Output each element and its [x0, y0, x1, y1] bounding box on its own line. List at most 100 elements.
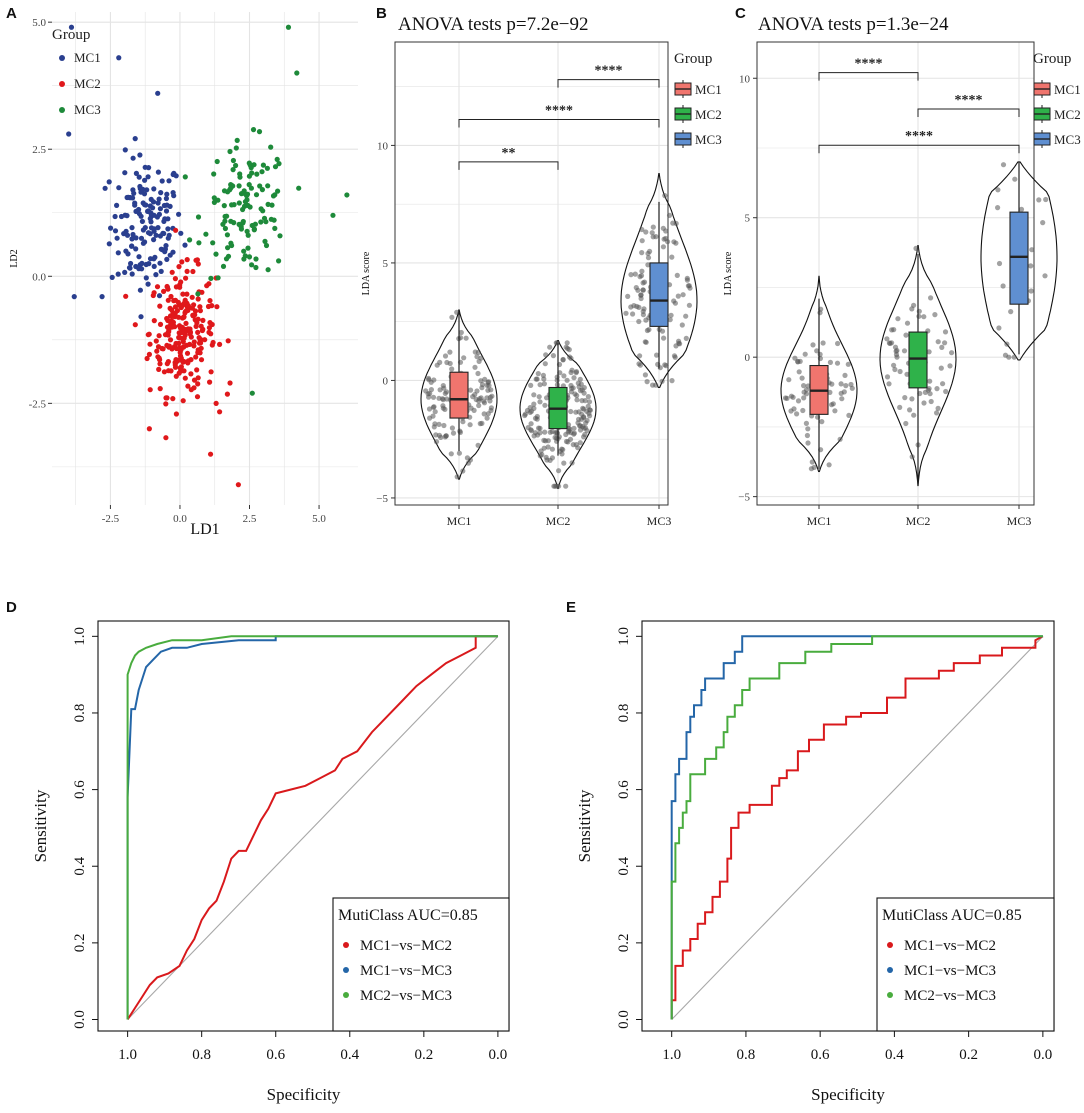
- point-mc3: [253, 264, 259, 271]
- jitter-point: [803, 420, 810, 426]
- point-mc3: [253, 192, 260, 198]
- point-mc2: [147, 387, 153, 393]
- y-tick-label: 0: [745, 352, 751, 364]
- point-mc2: [154, 284, 161, 290]
- point-mc2: [210, 339, 216, 346]
- jitter-point: [891, 362, 897, 368]
- jitter-point: [810, 342, 816, 348]
- legend-label-mc3: MC3: [74, 102, 101, 117]
- point-mc1: [115, 250, 121, 256]
- point-mc1: [114, 235, 120, 241]
- jitter-point: [467, 422, 473, 428]
- point-mc1: [138, 314, 144, 320]
- point-mc2: [185, 360, 191, 366]
- point-mc2: [180, 359, 186, 365]
- point-mc2: [200, 317, 206, 323]
- jitter-point: [443, 389, 450, 395]
- point-mc2: [157, 303, 163, 309]
- jitter-point: [669, 254, 675, 260]
- jitter-point: [542, 438, 549, 444]
- point-mc1: [145, 174, 151, 180]
- x-tick-label: MC1: [807, 514, 832, 528]
- jitter-point: [573, 370, 579, 376]
- jitter-point: [563, 483, 569, 489]
- jitter-point: [886, 381, 892, 387]
- point-mc3: [215, 197, 221, 203]
- significance-bracket: [818, 72, 919, 81]
- point-mc3: [229, 242, 235, 249]
- point-mc3: [220, 221, 226, 227]
- jitter-point: [572, 391, 578, 397]
- legend-label-mc2: MC2: [74, 76, 101, 91]
- jitter-point: [796, 369, 802, 375]
- jitter-point: [909, 396, 915, 402]
- panel-label-b: B: [376, 5, 387, 22]
- jitter-point: [902, 395, 908, 401]
- legend-label-mc3: MC3: [695, 132, 722, 147]
- jitter-point: [454, 474, 460, 480]
- point-mc1: [151, 228, 157, 234]
- jitter-point: [475, 442, 481, 448]
- legend-key-1: [887, 942, 893, 948]
- point-mc3: [330, 212, 336, 218]
- significance-bracket: [917, 108, 1020, 117]
- point-mc3: [246, 254, 253, 260]
- jitter-point: [922, 389, 929, 395]
- point-mc3: [233, 162, 239, 169]
- jitter-point: [805, 383, 811, 389]
- x-tick-label: 0.0: [489, 1047, 508, 1063]
- jitter-point: [427, 390, 433, 397]
- point-mc3: [268, 144, 274, 150]
- panel-c-boxplot: **** **** **** −5 0 5 10 MC1 MC2 MC3 LDA score ANOV…: [723, 14, 1081, 528]
- y-tick-label: 0.4: [72, 856, 88, 875]
- point-mc2: [193, 354, 199, 360]
- jitter-point: [542, 361, 548, 367]
- jitter-point: [475, 349, 481, 355]
- jitter-point: [926, 386, 932, 392]
- jitter-point: [449, 314, 455, 320]
- point-mc3: [182, 174, 188, 180]
- jitter-point: [556, 468, 562, 474]
- y-axis-label: LDA score: [361, 251, 372, 295]
- point-mc3: [249, 262, 255, 268]
- point-mc1: [167, 203, 173, 209]
- y-tick-label: 1.0: [72, 627, 88, 646]
- jitter-point: [887, 340, 893, 347]
- plot-area: [757, 42, 1034, 505]
- jitter-point: [1008, 309, 1014, 315]
- point-mc2: [165, 368, 172, 374]
- jitter-point: [481, 411, 487, 417]
- point-mc3: [277, 233, 283, 239]
- jitter-point: [574, 397, 580, 403]
- point-mc1: [123, 228, 129, 234]
- jitter-point: [581, 390, 587, 396]
- point-mc1: [171, 171, 177, 177]
- jitter-point: [534, 416, 540, 422]
- jitter-point: [560, 357, 566, 363]
- point-mc2: [188, 334, 194, 340]
- point-mc3: [195, 291, 201, 297]
- point-mc2: [197, 308, 203, 314]
- point-mc2: [206, 281, 212, 287]
- jitter-point: [829, 402, 835, 408]
- point-mc1: [139, 218, 145, 224]
- jitter-point: [903, 332, 909, 338]
- point-mc2: [170, 313, 176, 319]
- legend-label-mc2: MC2: [695, 107, 722, 122]
- plot-area: [52, 12, 358, 505]
- jitter-point: [580, 405, 586, 411]
- point-mc2: [173, 227, 179, 233]
- point-mc1: [102, 185, 108, 191]
- point-mc2: [182, 375, 188, 381]
- point-mc1: [139, 266, 145, 272]
- jitter-point: [532, 430, 539, 436]
- point-mc2: [169, 307, 175, 313]
- point-mc3: [294, 70, 300, 76]
- jitter-point: [537, 382, 543, 388]
- jitter-point: [463, 335, 469, 341]
- legend-label-1: MC1−vs−MC2: [360, 938, 452, 954]
- jitter-point: [531, 401, 537, 407]
- point-mc3: [252, 221, 258, 227]
- point-mc2: [164, 361, 170, 367]
- significance-bracket: [557, 79, 660, 88]
